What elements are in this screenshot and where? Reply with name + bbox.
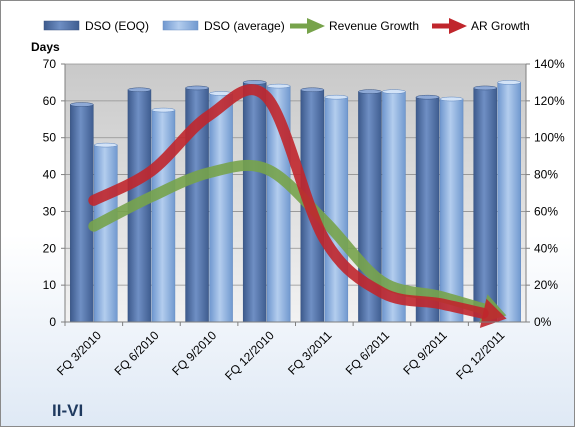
bar-top: [439, 96, 464, 102]
bar-top: [324, 94, 349, 100]
y-tick-label: 40: [43, 168, 57, 182]
bar-top: [151, 107, 176, 113]
x-tick-label: FQ 3/2010: [54, 328, 104, 378]
legend-label-dso-average: DSO (average): [204, 19, 285, 33]
bar-dso-eoq: [70, 104, 94, 323]
legend-item-revenue-growth: Revenue Growth: [290, 18, 419, 34]
x-tick-label: FQ 12/2011: [453, 328, 507, 382]
bar-dso-average: [497, 82, 521, 323]
y2-tick-label: 20%: [534, 278, 558, 292]
bar-dso-average: [209, 93, 233, 323]
bar-top: [242, 80, 267, 85]
bar-top: [94, 142, 118, 148]
bar-dso-average: [324, 96, 349, 323]
legend-arrowhead-ar-growth: [449, 18, 467, 34]
bar-top: [358, 89, 382, 94]
legend-label-revenue-growth: Revenue Growth: [329, 19, 419, 33]
bar-top: [473, 85, 497, 91]
y-tick-label: 20: [43, 241, 57, 255]
y-tick-label: 30: [43, 204, 57, 218]
bar-dso-eoq: [473, 87, 497, 323]
legend-swatch-dso-eoq: [43, 20, 80, 31]
ar-growth-arrowhead: [479, 298, 507, 328]
legend: DSO (EOQ) DSO (average) Revenue Growth A…: [43, 18, 530, 34]
legend-item-dso-average: DSO (average): [162, 19, 285, 33]
legend-item-dso-eoq: DSO (EOQ): [43, 19, 149, 33]
bar-top: [300, 87, 325, 93]
bar-top: [382, 89, 406, 94]
revenue-growth-line: [88, 159, 489, 315]
y2-tick-label: 140%: [534, 57, 565, 71]
x-tick-label: FQ 6/2010: [112, 328, 162, 378]
bar-top: [266, 83, 291, 89]
y2-tick-label: 0%: [534, 315, 552, 329]
y-tick-label: 60: [43, 94, 57, 108]
bar-top: [497, 80, 521, 85]
legend-label-dso-eoq: DSO (EOQ): [85, 19, 149, 33]
bar-dso-average: [151, 109, 176, 323]
y-tick-label: 10: [43, 278, 57, 292]
y2-tick-label: 40%: [534, 241, 558, 255]
bar-top: [415, 94, 440, 100]
y2-tick-label: 120%: [534, 94, 565, 108]
growth-lines: [88, 84, 507, 328]
y2-tick-label: 60%: [534, 204, 558, 218]
bar-top: [70, 102, 94, 107]
x-tick-label: FQ 9/2011: [400, 328, 450, 378]
x-tick-label: FQ 3/2011: [285, 328, 335, 378]
y2-tick-label: 80%: [534, 168, 558, 182]
bar-dso-average: [94, 144, 118, 323]
bar-dso-eoq: [242, 82, 267, 323]
legend-item-ar-growth: AR Growth: [432, 18, 530, 34]
legend-label-ar-growth: AR Growth: [471, 19, 530, 33]
x-tick-label: FQ 6/2011: [343, 328, 393, 378]
bar-top: [127, 87, 152, 93]
legend-arrowhead-revenue-growth: [307, 18, 325, 34]
company-label: II-VI: [52, 401, 83, 420]
bar-top: [185, 85, 209, 91]
y-axis-title: Days: [31, 40, 60, 54]
x-tick-label: FQ 12/2010: [222, 328, 277, 383]
ar-growth-line: [88, 84, 489, 319]
legend-swatch-dso-average: [162, 20, 199, 31]
y-tick-label: 70: [43, 57, 57, 71]
y-tick-label: 0: [49, 315, 56, 329]
y-tick-label: 50: [43, 131, 57, 145]
y2-tick-label: 100%: [534, 131, 565, 145]
x-tick-label: FQ 9/2010: [169, 328, 219, 378]
bar-dso-average: [439, 98, 464, 323]
